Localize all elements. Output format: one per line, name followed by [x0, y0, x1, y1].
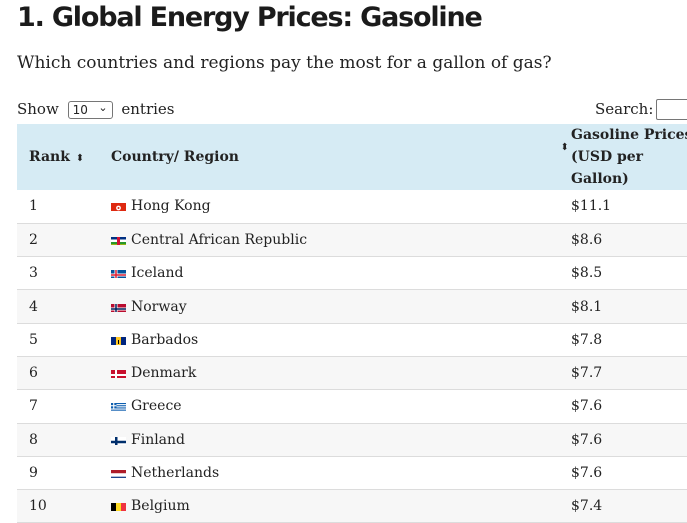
search-input[interactable] [656, 99, 687, 120]
country-cell: Norway [111, 290, 571, 323]
page-title: 1. Global Energy Prices: Gasoline [17, 2, 482, 33]
entries-control: Show 10 ⌄ entries [17, 100, 174, 119]
rank-cell: 7 [17, 390, 111, 423]
sort-icon: ⬍ [561, 142, 569, 153]
greece-flag-icon [111, 401, 126, 411]
entries-label: entries [121, 100, 174, 118]
country-name: Iceland [131, 265, 183, 281]
price-cell: $8.6 [571, 223, 687, 256]
country-cell: Hong Kong [111, 190, 571, 223]
country-name: Hong Kong [131, 198, 211, 214]
table-row: 9 Netherlands $7.6 [17, 456, 687, 489]
country-name: Norway [131, 299, 187, 315]
price-cell: $7.7 [571, 356, 687, 389]
column-header-rank[interactable]: Rank ⬍ [17, 124, 111, 190]
table-row: 5 Barbados $7.8 [17, 323, 687, 356]
barbados-flag-icon [111, 335, 126, 345]
rank-cell: 10 [17, 490, 111, 523]
search-label: Search: [595, 100, 653, 118]
iceland-flag-icon [111, 268, 126, 278]
central-african-republic-flag-icon [111, 235, 126, 245]
column-header-country-label: Country/ Region [111, 149, 239, 165]
table-row: 7 Greece $7.6 [17, 390, 687, 423]
norway-flag-icon [111, 302, 126, 312]
chevron-down-icon: ⌄ [98, 101, 107, 114]
rank-cell: 9 [17, 456, 111, 489]
price-cell: $7.6 [571, 390, 687, 423]
column-header-price[interactable]: Gasoline Prices (USD per Gallon) [571, 124, 687, 190]
finland-flag-icon [111, 435, 126, 445]
country-name: Greece [131, 398, 182, 414]
table-row: 4 Norway $8.1 [17, 290, 687, 323]
country-name: Netherlands [131, 465, 219, 481]
column-header-price-line2: (USD per Gallon) [571, 146, 687, 190]
table-row: 8 Finland $7.6 [17, 423, 687, 456]
belgium-flag-icon [111, 501, 126, 511]
country-name: Denmark [131, 365, 196, 381]
table-row: 6 Denmark $7.7 [17, 356, 687, 389]
netherlands-flag-icon [111, 468, 126, 478]
country-cell: Iceland [111, 257, 571, 290]
country-cell: Belgium [111, 490, 571, 523]
entries-select-value: 10 [73, 103, 88, 117]
column-header-price-line1: Gasoline Prices [571, 124, 687, 146]
country-name: Finland [131, 432, 185, 448]
rank-cell: 2 [17, 223, 111, 256]
country-cell: Finland [111, 423, 571, 456]
column-header-country[interactable]: Country/ Region ⬍ [111, 124, 571, 190]
price-cell: $7.6 [571, 456, 687, 489]
country-cell: Netherlands [111, 456, 571, 489]
sort-icon: ⬍ [76, 153, 84, 164]
show-label: Show [17, 100, 59, 118]
rank-cell: 5 [17, 323, 111, 356]
rank-cell: 4 [17, 290, 111, 323]
table-row: 1 Hong Kong $11.1 [17, 190, 687, 223]
country-cell: Barbados [111, 323, 571, 356]
price-cell: $7.8 [571, 323, 687, 356]
rank-cell: 6 [17, 356, 111, 389]
rank-cell: 1 [17, 190, 111, 223]
country-name: Barbados [131, 332, 198, 348]
table-controls: Show 10 ⌄ entries Search: [17, 99, 687, 121]
country-name: Central African Republic [131, 232, 307, 248]
page-subtitle: Which countries and regions pay the most… [17, 53, 552, 73]
table-header-row: Rank ⬍ Country/ Region ⬍ Gasoline Prices … [17, 124, 687, 190]
price-cell: $11.1 [571, 190, 687, 223]
price-cell: $7.6 [571, 423, 687, 456]
price-cell: $7.4 [571, 490, 687, 523]
price-cell: $8.5 [571, 257, 687, 290]
country-cell: Central African Republic [111, 223, 571, 256]
rank-cell: 3 [17, 257, 111, 290]
denmark-flag-icon [111, 368, 126, 378]
gasoline-prices-table: Rank ⬍ Country/ Region ⬍ Gasoline Prices … [17, 124, 687, 523]
country-cell: Greece [111, 390, 571, 423]
country-cell: Denmark [111, 356, 571, 389]
rank-cell: 8 [17, 423, 111, 456]
table-row: 3 Iceland $8.5 [17, 257, 687, 290]
column-header-rank-label: Rank [29, 149, 70, 165]
table-row: 2 Central African Republic $8.6 [17, 223, 687, 256]
table-row: 10 Belgium $7.4 [17, 490, 687, 523]
entries-select[interactable]: 10 ⌄ [68, 101, 113, 119]
country-name: Belgium [131, 498, 190, 514]
hong-kong-flag-icon [111, 201, 126, 211]
price-cell: $8.1 [571, 290, 687, 323]
